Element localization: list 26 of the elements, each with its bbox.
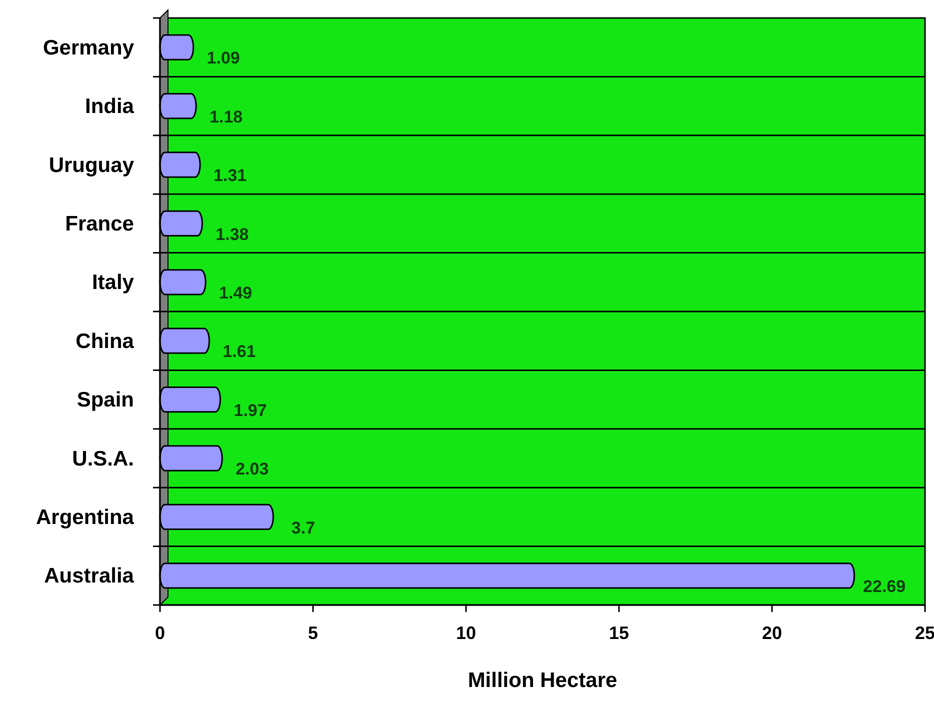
- data-label: 1.18: [210, 107, 243, 126]
- y-tick-label: France: [65, 212, 134, 236]
- y-tick-label: Germany: [42, 36, 134, 60]
- data-label: 1.31: [214, 166, 247, 186]
- data-label: 3.7: [291, 518, 316, 538]
- data-label: 1.49: [219, 283, 252, 302]
- y-tick-label: U.S.A.: [72, 447, 134, 470]
- y-tick-label: Italy: [92, 271, 134, 294]
- data-label: 1.38: [216, 224, 249, 244]
- y-tick-label: Uruguay: [48, 154, 134, 177]
- x-axis-title: Million Hectare: [468, 669, 618, 692]
- x-tick-label: 15: [608, 623, 630, 643]
- y-tick-label: Argentina: [36, 506, 134, 529]
- y-tick-label: China: [76, 330, 134, 353]
- y-tick-label: India: [84, 95, 134, 118]
- x-tick-label: 5: [308, 623, 318, 643]
- data-label: 2.03: [236, 460, 269, 479]
- x-tick-label: 10: [456, 623, 476, 643]
- data-label: 22.69: [863, 576, 906, 596]
- y-tick-label: Spain: [76, 388, 134, 412]
- data-label: 1.09: [206, 48, 240, 68]
- data-label: 1.61: [222, 342, 256, 362]
- x-tick-label: 20: [762, 623, 782, 643]
- x-tick-label: 0: [154, 623, 166, 643]
- data-label: 1.97: [234, 400, 267, 420]
- y-tick-label: Australia: [44, 564, 134, 588]
